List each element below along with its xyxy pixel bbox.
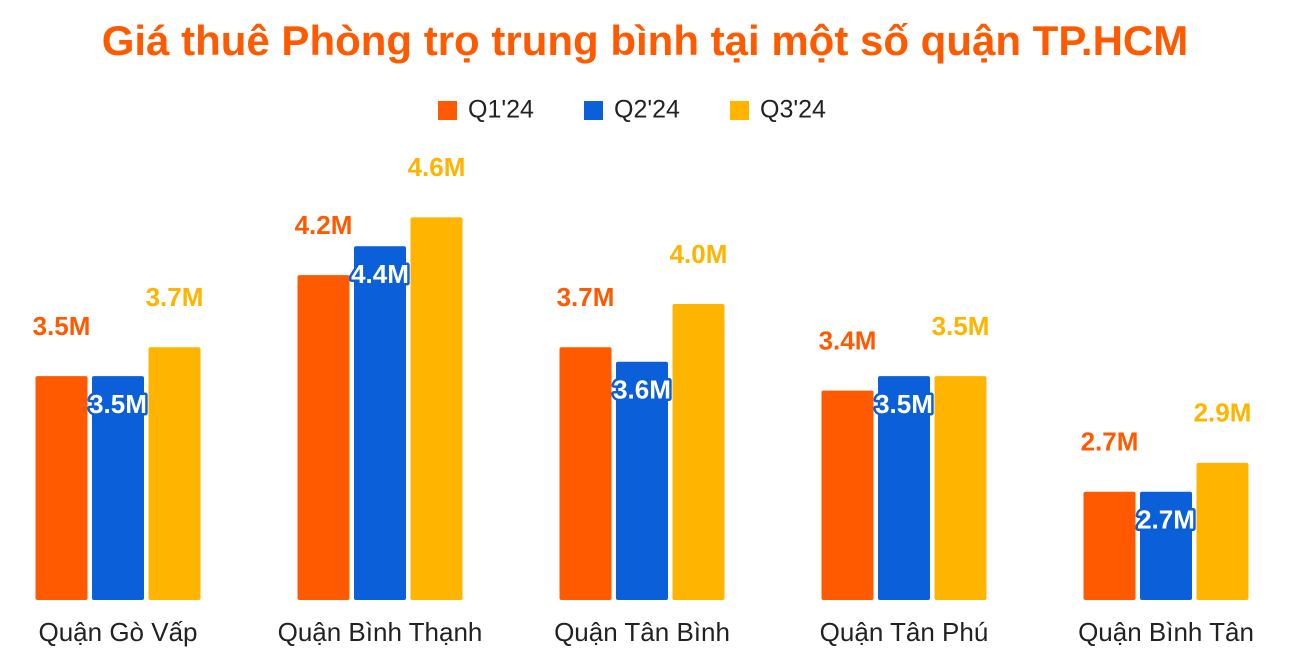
bar bbox=[354, 246, 406, 601]
value-label: 3.5M bbox=[33, 311, 91, 341]
bar bbox=[1083, 491, 1136, 600]
value-label: 2.9M bbox=[1194, 398, 1252, 428]
legend-swatch bbox=[438, 101, 457, 120]
bar bbox=[148, 347, 201, 600]
x-tick-label: Quận Tân Phú bbox=[820, 617, 989, 647]
x-tick-label: Quận Bình Tân bbox=[1078, 617, 1254, 647]
value-label: 3.6M bbox=[613, 375, 671, 405]
bar bbox=[878, 376, 930, 600]
value-label: 3.7M bbox=[557, 282, 615, 312]
x-tick-label: Quận Tân Bình bbox=[554, 617, 730, 647]
value-label: 4.4M bbox=[351, 259, 409, 289]
bar bbox=[92, 376, 144, 600]
legend-label: Q2'24 bbox=[614, 96, 680, 124]
value-label: 4.2M bbox=[295, 210, 353, 240]
x-tick-label: Quận Gò Vấp bbox=[39, 617, 198, 647]
value-label: 3.5M bbox=[932, 311, 990, 341]
value-label: 4.6M bbox=[408, 152, 466, 182]
legend-label: Q1'24 bbox=[468, 96, 534, 124]
bar bbox=[35, 376, 88, 600]
bar bbox=[672, 303, 725, 600]
bar bbox=[410, 217, 463, 601]
legend-swatch bbox=[584, 101, 603, 120]
value-label: 3.5M bbox=[89, 389, 147, 419]
value-label: 3.4M bbox=[819, 325, 877, 355]
value-label: 4.0M bbox=[670, 239, 728, 269]
bar bbox=[1140, 491, 1192, 600]
bar bbox=[934, 376, 987, 600]
legend-label: Q3'24 bbox=[760, 96, 826, 124]
bar bbox=[821, 390, 874, 600]
x-tick-label: Quận Bình Thạnh bbox=[278, 617, 483, 647]
value-label: 2.7M bbox=[1081, 427, 1139, 457]
value-label: 3.7M bbox=[146, 282, 204, 312]
bar bbox=[1196, 462, 1249, 600]
value-label: 3.5M bbox=[875, 389, 933, 419]
bar bbox=[616, 361, 668, 600]
bar bbox=[559, 347, 612, 600]
bar bbox=[297, 275, 350, 600]
chart-title: Giá thuê Phòng trọ trung bình tại một số… bbox=[102, 17, 1189, 64]
value-label: 2.7M bbox=[1137, 505, 1195, 535]
legend-swatch bbox=[730, 101, 749, 120]
